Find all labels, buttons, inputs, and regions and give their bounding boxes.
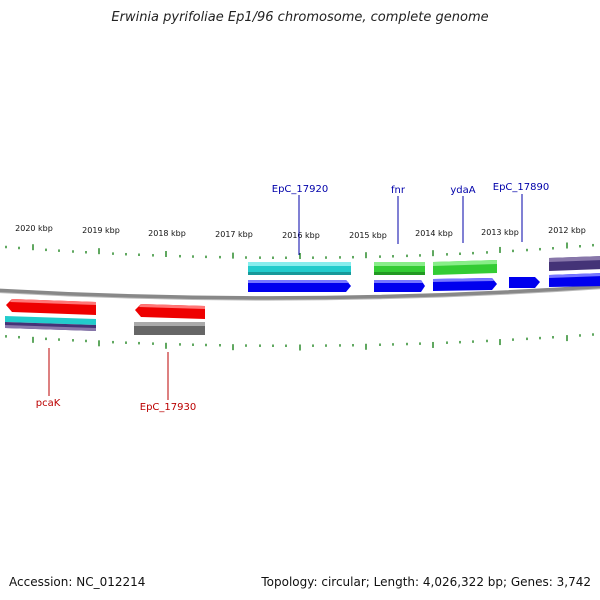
gene-label[interactable]: EpC_17930 bbox=[140, 402, 196, 413]
scale-labels: 2020 kbp 2019 kbp 2018 kbp 2017 kbp 2016… bbox=[15, 224, 586, 240]
scale-label: 2018 kbp bbox=[148, 229, 186, 238]
scale-label: 2016 kbp bbox=[282, 231, 320, 240]
gene-labels-bottom: pcaK EpC_17930 bbox=[36, 398, 197, 413]
chromosome-backbone bbox=[0, 284, 600, 301]
category-bar-highlight bbox=[5, 325, 96, 331]
category-track-bottom bbox=[5, 316, 205, 335]
gene-feature-highlight bbox=[248, 280, 349, 283]
category-bar-highlight bbox=[549, 256, 600, 262]
category-bar-highlight bbox=[374, 262, 425, 266]
gene-labels-top: EpC_17920 fnr ydaA EpC_17890 bbox=[272, 182, 549, 196]
gene-feature bbox=[509, 277, 540, 288]
scale-ticks-bottom bbox=[5, 333, 594, 351]
gene-feature-highlight bbox=[374, 280, 423, 283]
scale-label: 2019 kbp bbox=[82, 226, 120, 235]
category-bar-shadow bbox=[248, 272, 351, 275]
gene-label[interactable]: ydaA bbox=[450, 185, 475, 196]
gene-track-forward bbox=[248, 273, 600, 292]
gene-label[interactable]: pcaK bbox=[36, 398, 61, 409]
gene-track-reverse bbox=[6, 299, 205, 319]
label-leaders-bottom bbox=[48, 348, 169, 400]
accession-text: Accession: NC_012214 bbox=[9, 575, 146, 589]
category-bar-highlight bbox=[248, 262, 351, 266]
gene-feature-highlight bbox=[433, 278, 494, 282]
category-bar-highlight bbox=[433, 260, 497, 266]
category-bar-highlight bbox=[134, 322, 205, 326]
gene-label[interactable]: EpC_17920 bbox=[272, 184, 328, 195]
gene-feature-highlight bbox=[10, 299, 96, 305]
label-leaders-top bbox=[298, 194, 523, 255]
gene-feature-highlight bbox=[139, 304, 205, 309]
topology-summary: Topology: circular; Length: 4,026,322 bp… bbox=[261, 575, 591, 589]
scale-label: 2015 kbp bbox=[349, 231, 387, 240]
gene-label[interactable]: EpC_17890 bbox=[493, 182, 549, 193]
scale-label: 2020 kbp bbox=[15, 224, 53, 233]
scale-label: 2017 kbp bbox=[215, 230, 253, 239]
gene-label[interactable]: fnr bbox=[391, 185, 406, 196]
map-title: Erwinia pyrifoliae Ep1/96 chromosome, co… bbox=[111, 10, 489, 25]
chromosome-backbone-shade bbox=[0, 288, 600, 301]
scale-label: 2014 kbp bbox=[415, 229, 453, 238]
category-bar-shadow bbox=[374, 272, 425, 275]
gene-feature-highlight bbox=[549, 273, 600, 278]
scale-label: 2012 kbp bbox=[548, 226, 586, 235]
category-track-top bbox=[248, 256, 600, 275]
scale-label: 2013 kbp bbox=[481, 228, 519, 237]
scale-ticks-top bbox=[5, 242, 594, 260]
